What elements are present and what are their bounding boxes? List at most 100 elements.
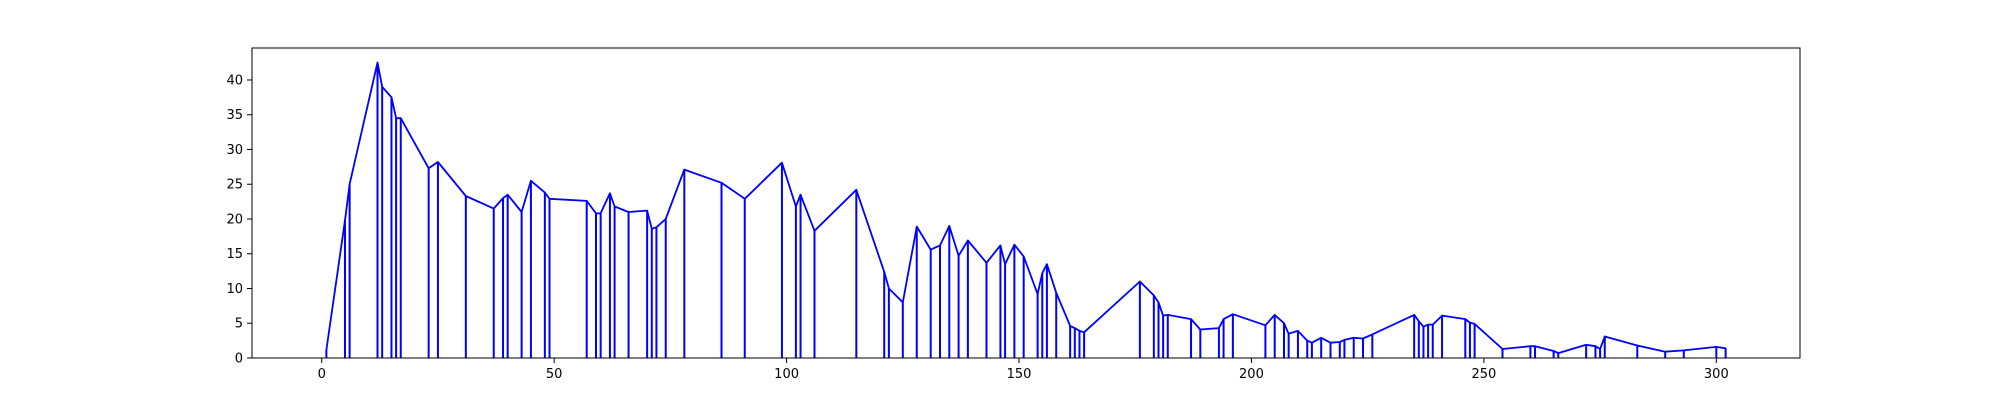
y-tick-label: 10 [226, 282, 243, 297]
y-tick-label: 25 [226, 178, 243, 193]
data-point [1041, 272, 1044, 275]
data-point [1343, 339, 1346, 341]
data-point [1603, 335, 1606, 338]
data-point [595, 212, 597, 215]
data-point [1469, 321, 1471, 324]
data-point [1552, 350, 1555, 352]
data-point [627, 211, 630, 213]
data-point [1139, 280, 1141, 283]
data-point [1264, 324, 1267, 327]
data-point [1222, 318, 1225, 320]
data-point [1320, 337, 1322, 339]
data-point [585, 200, 588, 202]
y-tick-label: 40 [226, 73, 243, 88]
data-point [957, 255, 960, 257]
data-point [1283, 322, 1285, 325]
data-point [1473, 323, 1476, 325]
data-point [1431, 323, 1434, 326]
data-point [1413, 314, 1415, 316]
data-point [1069, 325, 1071, 327]
data-point [492, 207, 495, 210]
data-point [1013, 243, 1016, 246]
data-point [1329, 341, 1332, 344]
data-point [1464, 318, 1467, 320]
data-point [1594, 345, 1597, 347]
data-point [1362, 337, 1364, 340]
data-point [1078, 330, 1081, 332]
data-point [344, 219, 346, 222]
data-point [1166, 314, 1169, 316]
data-point [520, 211, 523, 213]
data-point [1418, 320, 1420, 322]
data-point [1534, 345, 1536, 347]
data-point [813, 230, 816, 232]
data-point [1074, 327, 1076, 329]
data-point [1724, 347, 1727, 350]
data-point [967, 239, 969, 242]
data-point [395, 117, 397, 120]
data-point [1636, 344, 1639, 347]
data-point [376, 61, 379, 64]
data-point [795, 205, 797, 208]
x-tick-label: 150 [1007, 367, 1032, 382]
data-point [1232, 313, 1234, 316]
data-point [390, 96, 393, 99]
data-point [1715, 346, 1718, 348]
data-point [544, 191, 546, 194]
data-point [437, 161, 439, 163]
y-tick-label: 15 [226, 247, 243, 262]
data-point [381, 86, 383, 88]
data-point [655, 226, 658, 229]
data-point [1441, 314, 1443, 317]
data-point [1306, 339, 1309, 342]
data-point [1557, 352, 1560, 354]
data-point [1422, 325, 1425, 328]
data-point [1338, 341, 1341, 343]
data-point [609, 192, 611, 195]
data-layer [325, 61, 1727, 358]
data-point [999, 244, 1002, 247]
x-tick-label: 0 [318, 367, 326, 382]
data-point [1157, 301, 1160, 304]
y-tick-label: 30 [226, 143, 243, 158]
plot-area [252, 48, 1800, 358]
data-point [1311, 341, 1313, 344]
data-point [1273, 314, 1276, 316]
x-tick-label: 300 [1704, 367, 1729, 382]
data-point [1287, 332, 1290, 335]
data-point [781, 161, 783, 164]
x-tick-label: 50 [546, 367, 563, 382]
data-point [948, 225, 951, 227]
y-tick-label: 5 [235, 317, 243, 332]
data-point [1352, 337, 1355, 339]
data-point [1190, 318, 1192, 320]
data-point [646, 209, 648, 212]
data-point [506, 193, 509, 196]
data-point [1427, 323, 1429, 326]
data-point [883, 271, 886, 273]
data-point [929, 248, 932, 251]
data-point [1036, 293, 1039, 295]
data-point [1153, 294, 1155, 297]
data-point [985, 261, 988, 264]
axis-layer: 0 50 100 150 200 250 300 0 5 10 15 20 25 30 35 40 [226, 73, 1728, 382]
data-point [1083, 331, 1085, 334]
x-tick-label: 200 [1239, 367, 1264, 382]
data-point [1529, 345, 1532, 347]
y-tick-label: 0 [235, 352, 243, 367]
x-tick-label: 250 [1471, 367, 1496, 382]
data-point [1664, 350, 1666, 353]
data-point [799, 193, 802, 196]
plot-frame [251, 47, 1801, 359]
data-point [664, 218, 667, 220]
data-point [939, 244, 941, 247]
data-point [683, 168, 686, 171]
data-point [325, 348, 328, 351]
data-point [1022, 255, 1025, 258]
data-point [427, 167, 430, 170]
data-point [348, 183, 351, 186]
data-point [502, 197, 504, 199]
data-point [650, 227, 653, 230]
data-point [399, 117, 402, 120]
